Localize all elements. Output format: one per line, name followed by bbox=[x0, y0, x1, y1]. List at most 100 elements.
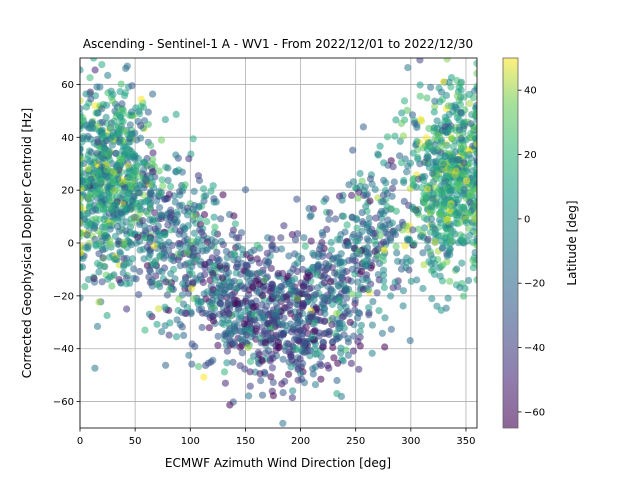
scatter-point bbox=[403, 106, 411, 114]
scatter-point bbox=[106, 225, 114, 233]
scatter-point bbox=[80, 118, 84, 126]
scatter-point bbox=[91, 66, 99, 74]
scatter-point bbox=[104, 183, 112, 191]
scatter-point bbox=[390, 178, 398, 186]
scatter-point bbox=[84, 194, 93, 202]
colorbar-label: Latitude [deg] bbox=[565, 200, 579, 285]
scatter-point bbox=[436, 132, 444, 140]
scatter-point bbox=[230, 212, 238, 220]
scatter-point bbox=[324, 361, 332, 369]
scatter-point bbox=[280, 314, 288, 322]
scatter-point bbox=[122, 227, 130, 235]
scatter-point bbox=[361, 183, 369, 191]
scatter-point bbox=[230, 277, 238, 285]
scatter-point bbox=[258, 357, 266, 365]
scatter-point bbox=[139, 217, 147, 225]
scatter-point bbox=[223, 359, 231, 367]
scatter-point bbox=[391, 278, 399, 286]
scatter-point bbox=[465, 276, 473, 285]
scatter-point bbox=[237, 335, 245, 343]
scatter-point bbox=[164, 164, 172, 172]
scatter-point bbox=[437, 203, 445, 211]
scatter-point bbox=[112, 163, 121, 172]
scatter-point bbox=[407, 257, 415, 265]
scatter-point bbox=[402, 264, 410, 272]
scatter-point bbox=[399, 287, 407, 295]
scatter-point bbox=[146, 216, 154, 224]
scatter-point bbox=[93, 109, 101, 117]
scatter-point bbox=[406, 337, 414, 345]
scatter-point bbox=[307, 313, 315, 321]
scatter-point bbox=[300, 340, 308, 348]
scatter-point bbox=[447, 83, 455, 91]
scatter-point bbox=[92, 241, 100, 249]
scatter-point bbox=[155, 167, 163, 175]
scatter-point bbox=[80, 218, 84, 227]
scatter-point bbox=[185, 266, 194, 274]
scatter-point bbox=[247, 248, 255, 256]
scatter-point bbox=[81, 283, 89, 291]
scatter-point bbox=[120, 241, 128, 249]
scatter-point bbox=[93, 322, 102, 330]
scatter-point bbox=[335, 296, 344, 304]
scatter-point bbox=[317, 242, 325, 250]
scatter-point bbox=[298, 375, 306, 383]
scatter-point bbox=[211, 291, 219, 300]
scatter-point bbox=[200, 185, 208, 193]
scatter-point bbox=[93, 259, 102, 267]
scatter-point bbox=[202, 246, 210, 254]
scatter-point bbox=[117, 113, 125, 121]
scatter-point bbox=[282, 293, 290, 301]
scatter-point bbox=[125, 152, 133, 160]
scatter-point bbox=[339, 269, 347, 277]
scatter-point bbox=[83, 209, 91, 218]
x-tick-label: 250 bbox=[346, 436, 365, 447]
scatter-point bbox=[392, 116, 400, 124]
scatter-point bbox=[355, 365, 363, 373]
scatter-point bbox=[135, 202, 143, 210]
scatter-point bbox=[99, 139, 107, 147]
scatter-point bbox=[440, 198, 448, 206]
scatter-point bbox=[364, 286, 372, 294]
scatter-point bbox=[167, 255, 175, 263]
scatter-point bbox=[331, 269, 339, 277]
scatter-point bbox=[463, 177, 471, 185]
scatter-point bbox=[285, 279, 293, 287]
scatter-point bbox=[123, 62, 131, 70]
scatter-point bbox=[80, 166, 84, 174]
scatter-point bbox=[285, 252, 293, 260]
scatter-point bbox=[416, 81, 424, 89]
scatter-point bbox=[420, 177, 428, 185]
scatter-point bbox=[99, 254, 107, 262]
scatter-point bbox=[133, 136, 141, 144]
scatter-point bbox=[381, 343, 389, 351]
scatter-point bbox=[414, 155, 422, 163]
scatter-point bbox=[307, 211, 315, 219]
scatter-point bbox=[209, 270, 217, 278]
scatter-point bbox=[100, 228, 108, 236]
scatter-point bbox=[345, 240, 353, 249]
scatter-point bbox=[404, 162, 412, 170]
scatter-point bbox=[161, 230, 169, 239]
scatter-point bbox=[354, 237, 362, 245]
scatter-point bbox=[229, 358, 237, 366]
scatter-point bbox=[326, 328, 334, 336]
scatter-point bbox=[225, 309, 233, 317]
scatter-point bbox=[233, 260, 241, 268]
y-tick-label: −60 bbox=[53, 397, 74, 408]
scatter-point bbox=[387, 325, 395, 333]
scatter-point bbox=[108, 141, 116, 149]
scatter-point bbox=[443, 252, 451, 260]
scatter-point bbox=[84, 177, 92, 185]
scatter-point bbox=[142, 197, 151, 205]
scatter-point bbox=[311, 381, 320, 389]
scatter-point bbox=[389, 163, 397, 171]
scatter-point bbox=[341, 286, 349, 294]
scatter-point bbox=[418, 184, 426, 192]
scatter-point bbox=[207, 358, 215, 366]
scatter-point bbox=[320, 271, 328, 279]
scatter-point bbox=[451, 103, 460, 111]
scatter-point bbox=[288, 394, 296, 402]
scatter-point bbox=[185, 351, 193, 359]
scatter-point bbox=[353, 224, 361, 232]
